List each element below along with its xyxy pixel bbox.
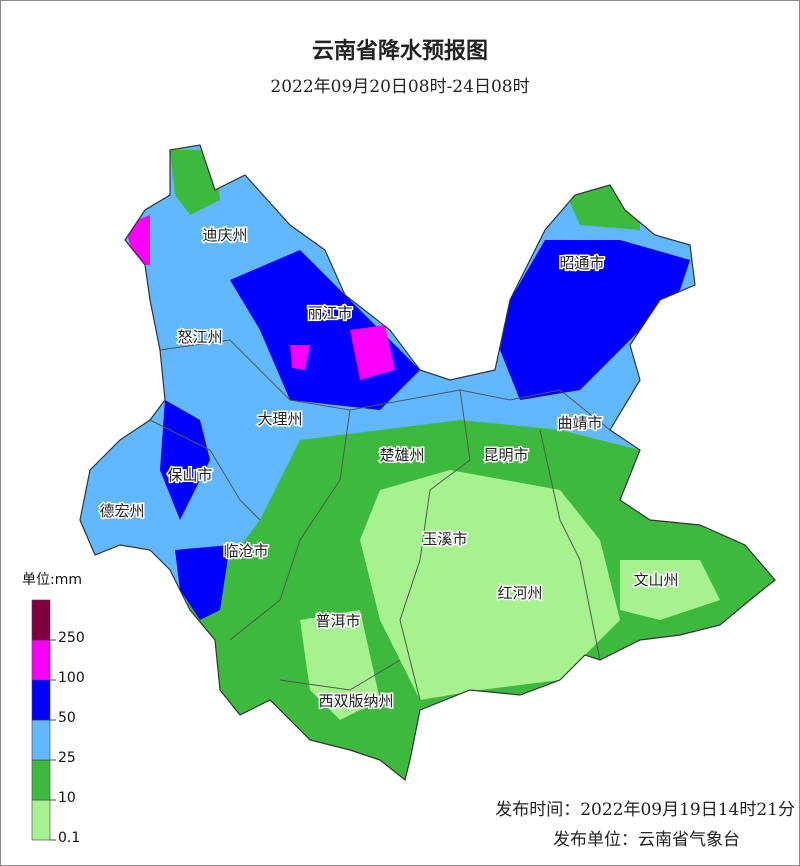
border xyxy=(399,389,471,701)
issue-time: 发布时间：2022年09月19日14时21分 xyxy=(495,800,795,820)
rain-0-10 xyxy=(300,610,380,720)
legend-swatch xyxy=(31,679,51,721)
legend-label: 50 xyxy=(58,710,76,726)
legend-swatch xyxy=(31,639,51,681)
region-label: 怒江州 xyxy=(177,328,222,346)
rain-50-100 xyxy=(175,545,230,620)
rain-50-100 xyxy=(500,240,690,400)
region-label: 红河州 xyxy=(497,584,542,602)
subtitle: 2022年09月20日08时-24日08时 xyxy=(270,77,529,97)
rain-50-100 xyxy=(160,400,210,520)
region-label: 西双版纳州 xyxy=(318,692,393,710)
legend-swatch xyxy=(31,799,51,841)
legend-label: 10 xyxy=(58,790,76,806)
legend-swatch xyxy=(31,599,51,641)
province-outline xyxy=(79,144,776,782)
region-label: 昭通市 xyxy=(559,254,604,272)
region-label: 丽江市 xyxy=(307,304,352,322)
prefecture-borders xyxy=(149,339,611,701)
title: 云南省降水预报图 xyxy=(312,39,488,64)
legend-unit: 单位:mm xyxy=(22,572,82,588)
region-label: 迪庆州 xyxy=(202,226,247,244)
region-label: 曲靖市 xyxy=(557,414,602,432)
region-label: 文山州 xyxy=(633,571,678,589)
legend-label: 250 xyxy=(58,630,85,646)
region-label: 玉溪市 xyxy=(422,530,467,548)
rain-100-250 xyxy=(350,325,395,380)
region-label: 大理州 xyxy=(257,410,302,428)
legend-swatch xyxy=(31,759,51,801)
legend-swatch xyxy=(31,719,51,761)
border xyxy=(279,659,401,691)
border xyxy=(159,339,611,431)
issuer: 发布单位：云南省气象台 xyxy=(553,830,740,850)
region-label: 德宏州 xyxy=(99,502,144,520)
region-label: 保山市 xyxy=(167,466,212,484)
region-label: 楚雄州 xyxy=(379,446,424,464)
legend: 0.1 10 25 50 100 250 xyxy=(31,599,85,846)
legend-label: 0.1 xyxy=(58,830,80,846)
legend-label: 25 xyxy=(58,750,76,766)
border xyxy=(229,409,351,641)
rain-0-10 xyxy=(620,560,720,620)
border xyxy=(149,419,261,521)
rain-100-250 xyxy=(290,345,310,370)
region-label: 普洱市 xyxy=(315,612,360,630)
legend-label: 100 xyxy=(58,670,85,686)
border xyxy=(539,429,601,661)
region-label: 临沧市 xyxy=(223,542,268,560)
region-label: 昆明市 xyxy=(483,446,528,464)
